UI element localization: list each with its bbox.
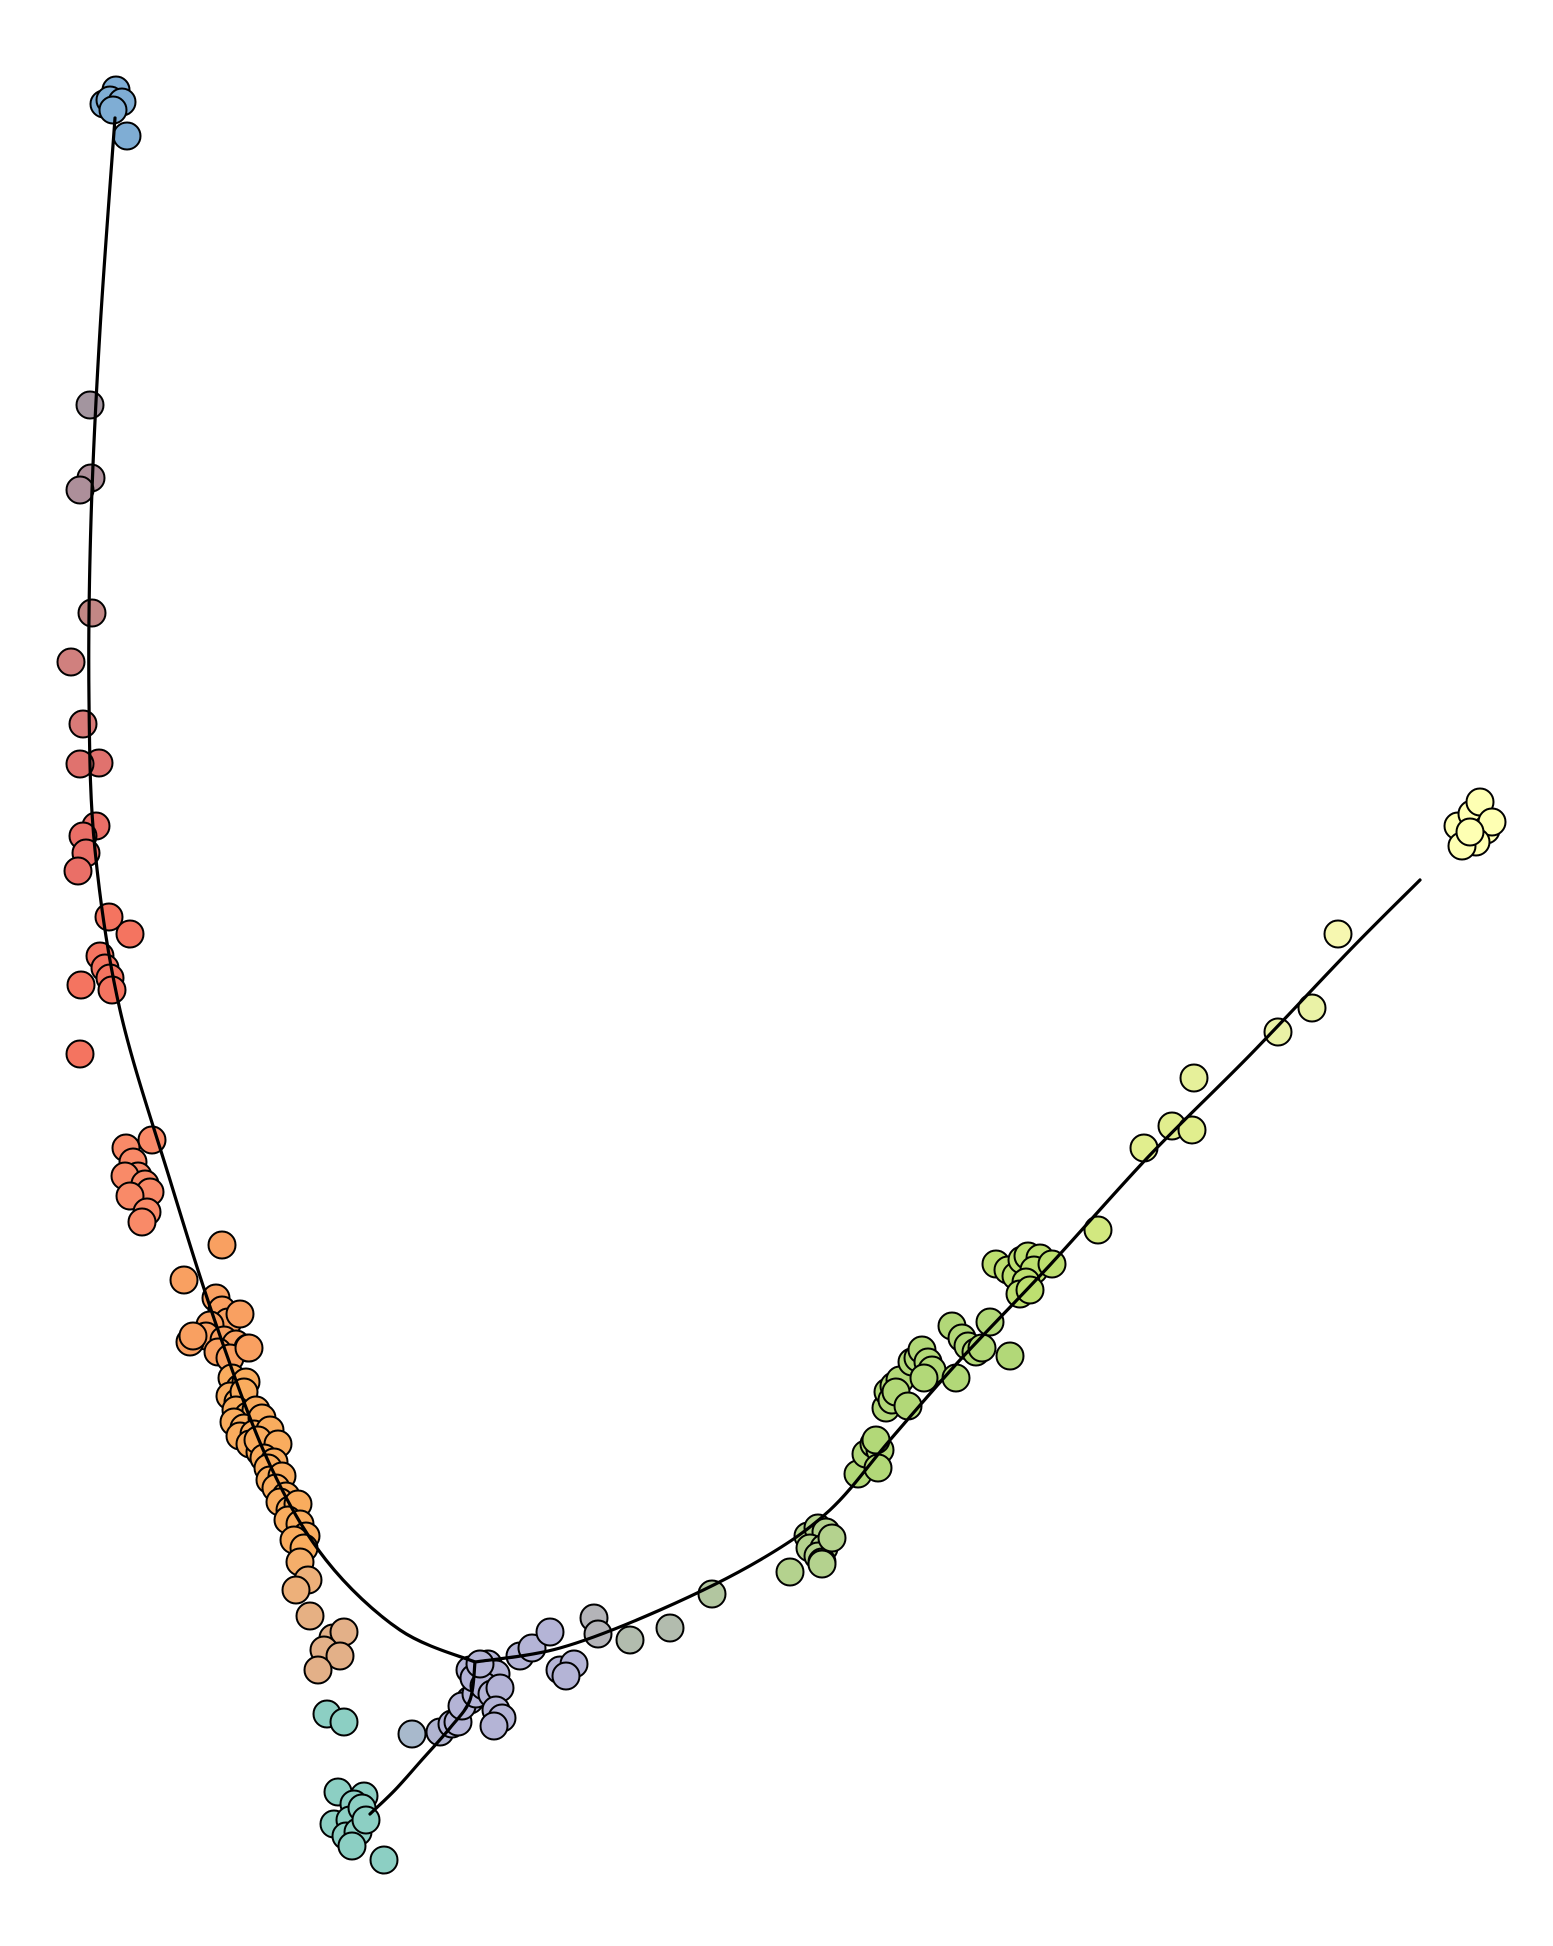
scatter-points bbox=[58, 77, 1506, 1874]
data-point-49 bbox=[180, 1323, 207, 1350]
data-point-89 bbox=[297, 1603, 324, 1630]
data-point-134 bbox=[617, 1627, 644, 1654]
data-point-17 bbox=[65, 858, 92, 885]
data-point-8 bbox=[67, 477, 94, 504]
data-point-152 bbox=[863, 1427, 890, 1454]
data-point-88 bbox=[283, 1577, 310, 1604]
data-point-42 bbox=[227, 1301, 254, 1328]
data-point-19 bbox=[117, 921, 144, 948]
data-point-125 bbox=[467, 1651, 494, 1678]
data-point-5 bbox=[114, 123, 141, 150]
data-point-23 bbox=[68, 972, 95, 999]
data-point-146 bbox=[809, 1551, 836, 1578]
data-point-36 bbox=[209, 1232, 236, 1259]
data-point-9 bbox=[79, 600, 106, 627]
data-point-51 bbox=[236, 1335, 263, 1362]
data-point-183 bbox=[1017, 1277, 1044, 1304]
data-point-186 bbox=[1131, 1135, 1158, 1162]
data-point-108 bbox=[399, 1721, 426, 1748]
data-point-192 bbox=[1325, 921, 1352, 948]
data-point-24 bbox=[99, 977, 126, 1004]
trajectory-line-1 bbox=[475, 880, 1420, 1662]
data-point-105 bbox=[339, 1833, 366, 1860]
data-point-190 bbox=[1265, 1019, 1292, 1046]
data-point-172 bbox=[977, 1309, 1004, 1336]
data-point-131 bbox=[553, 1663, 580, 1690]
data-point-96 bbox=[331, 1709, 358, 1736]
data-point-35 bbox=[129, 1209, 156, 1236]
data-point-37 bbox=[171, 1267, 198, 1294]
data-point-200 bbox=[1457, 819, 1484, 846]
data-point-189 bbox=[1181, 1065, 1208, 1092]
data-point-173 bbox=[997, 1343, 1024, 1370]
data-point-10 bbox=[58, 649, 85, 676]
data-point-166 bbox=[943, 1365, 970, 1392]
data-point-107 bbox=[371, 1847, 398, 1874]
data-point-4 bbox=[100, 97, 127, 124]
data-point-11 bbox=[70, 711, 97, 738]
data-point-145 bbox=[819, 1525, 846, 1552]
data-point-137 bbox=[777, 1559, 804, 1586]
data-point-135 bbox=[657, 1615, 684, 1642]
data-point-6 bbox=[77, 392, 104, 419]
data-point-25 bbox=[67, 1041, 94, 1068]
data-point-124 bbox=[481, 1713, 508, 1740]
data-point-94 bbox=[305, 1657, 332, 1684]
data-point-128 bbox=[537, 1619, 564, 1646]
